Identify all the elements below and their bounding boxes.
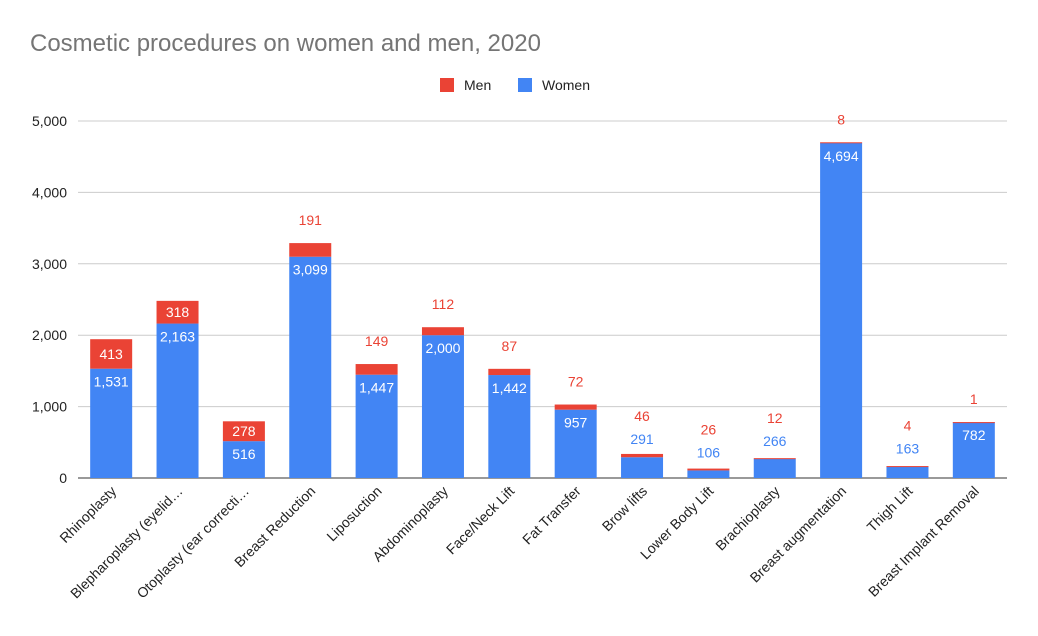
data-label-men: 12	[767, 410, 783, 426]
data-label-men: 149	[365, 333, 389, 349]
legend-swatch-men	[440, 78, 454, 92]
y-axis: 0 1,000 2,000 3,000 4,000 5,000	[32, 113, 67, 486]
x-tick-label: Breast Implant Removal	[865, 483, 982, 600]
data-label-men: 413	[99, 346, 123, 362]
bar-women	[156, 323, 199, 478]
legend-label-women: Women	[542, 77, 590, 93]
data-label-women: 291	[630, 431, 654, 447]
data-label-men: 46	[634, 408, 650, 424]
data-labels: 1,531 413 2,163 318 516 278 3,099 191 1,447 149 2,…	[94, 111, 986, 462]
bar-men	[421, 327, 464, 336]
bar-men	[156, 300, 199, 324]
data-label-men: 26	[701, 421, 717, 437]
x-tick-label: Brachioplasty	[712, 483, 783, 554]
x-tick-label: Face/Neck Lift	[443, 483, 518, 558]
x-tick-label: Brow lifts	[599, 483, 650, 534]
bar-men	[90, 339, 133, 369]
bar-women	[621, 457, 664, 478]
bar-women	[488, 375, 531, 478]
data-label-men: 1	[970, 391, 978, 407]
bar-men	[886, 466, 929, 468]
data-label-women: 2,000	[425, 340, 460, 356]
y-tick-label: 0	[59, 470, 67, 486]
data-label-men: 87	[502, 338, 518, 354]
bar-women	[753, 459, 796, 478]
bar-men	[222, 421, 265, 442]
y-tick-label: 2,000	[32, 327, 67, 343]
x-tick-label: Blepharoplasty (eyelid…	[67, 483, 186, 602]
data-label-men: 191	[299, 212, 323, 228]
data-label-women: 163	[896, 440, 920, 456]
bar-women	[222, 441, 265, 478]
data-label-men: 278	[232, 423, 256, 439]
bar-women	[554, 409, 597, 478]
y-tick-label: 3,000	[32, 256, 67, 272]
bar-women	[289, 256, 332, 478]
x-tick-label: Liposuction	[323, 483, 384, 544]
data-label-men: 8	[837, 111, 845, 127]
data-label-women: 1,447	[359, 380, 394, 396]
bar-women	[886, 466, 929, 478]
bar-men	[488, 368, 531, 376]
data-label-women: 957	[564, 415, 588, 431]
bar-men	[820, 142, 863, 144]
bar-women	[421, 335, 464, 478]
data-label-men: 4	[904, 417, 912, 433]
legend-swatch-women	[518, 78, 532, 92]
y-tick-label: 1,000	[32, 399, 67, 415]
bars	[90, 142, 995, 479]
bar-men	[753, 458, 796, 460]
chart-title: Cosmetic procedures on women and men, 20…	[30, 30, 541, 57]
x-tick-label: Thigh Lift	[864, 483, 916, 535]
bar-men	[289, 243, 332, 257]
y-tick-label: 5,000	[32, 113, 67, 129]
data-label-women: 2,163	[160, 329, 195, 345]
legend: Men Women	[440, 77, 590, 93]
data-label-women: 782	[962, 427, 986, 443]
data-label-women: 1,531	[94, 374, 129, 390]
data-label-women: 516	[232, 446, 256, 462]
data-label-men: 318	[166, 304, 190, 320]
bar-men	[952, 422, 995, 424]
data-label-women: 266	[763, 433, 787, 449]
data-label-women: 106	[697, 444, 721, 460]
data-label-men: 72	[568, 374, 584, 390]
bar-women	[820, 142, 863, 479]
x-tick-label: Otoplasty (ear correcti…	[133, 483, 252, 602]
bar-women	[90, 368, 133, 478]
legend-label-men: Men	[464, 77, 491, 93]
bar-women	[952, 422, 995, 478]
bar-men	[687, 468, 730, 471]
data-label-men: 112	[432, 296, 455, 312]
gridlines	[78, 120, 1007, 479]
x-tick-label: Rhinoplasty	[56, 483, 119, 546]
x-tick-label: Fat Transfer	[519, 483, 584, 548]
bar-women	[355, 374, 398, 478]
data-label-women: 1,442	[492, 380, 527, 396]
bar-men	[554, 404, 597, 410]
data-label-women: 4,694	[824, 148, 859, 164]
bar-women	[687, 470, 730, 478]
bar-men	[355, 364, 398, 375]
data-label-women: 3,099	[293, 262, 328, 278]
y-tick-label: 4,000	[32, 184, 67, 200]
bar-men	[621, 453, 664, 458]
